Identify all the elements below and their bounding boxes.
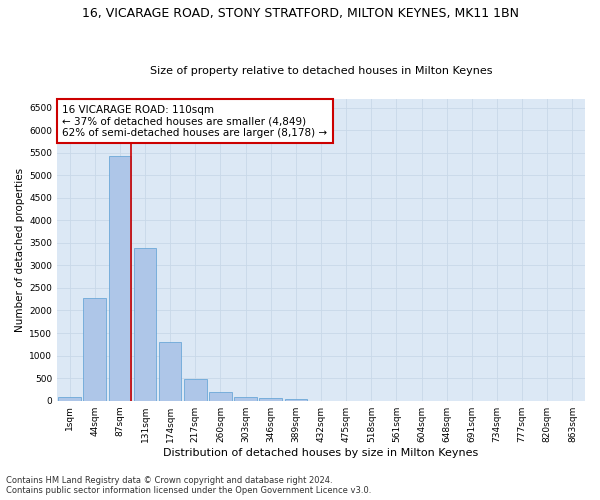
Text: 16 VICARAGE ROAD: 110sqm
← 37% of detached houses are smaller (4,849)
62% of sem: 16 VICARAGE ROAD: 110sqm ← 37% of detach… <box>62 104 328 138</box>
X-axis label: Distribution of detached houses by size in Milton Keynes: Distribution of detached houses by size … <box>163 448 479 458</box>
Bar <box>83 298 106 400</box>
Bar <box>234 397 257 400</box>
Text: Contains HM Land Registry data © Crown copyright and database right 2024.
Contai: Contains HM Land Registry data © Crown c… <box>6 476 371 495</box>
Bar <box>159 342 181 400</box>
Bar <box>58 398 81 400</box>
Bar <box>134 248 157 400</box>
Bar <box>184 379 206 400</box>
Bar <box>284 399 307 400</box>
Bar <box>259 398 282 400</box>
Title: Size of property relative to detached houses in Milton Keynes: Size of property relative to detached ho… <box>150 66 492 76</box>
Bar <box>209 392 232 400</box>
Text: 16, VICARAGE ROAD, STONY STRATFORD, MILTON KEYNES, MK11 1BN: 16, VICARAGE ROAD, STONY STRATFORD, MILT… <box>82 8 518 20</box>
Bar <box>109 156 131 400</box>
Y-axis label: Number of detached properties: Number of detached properties <box>15 168 25 332</box>
